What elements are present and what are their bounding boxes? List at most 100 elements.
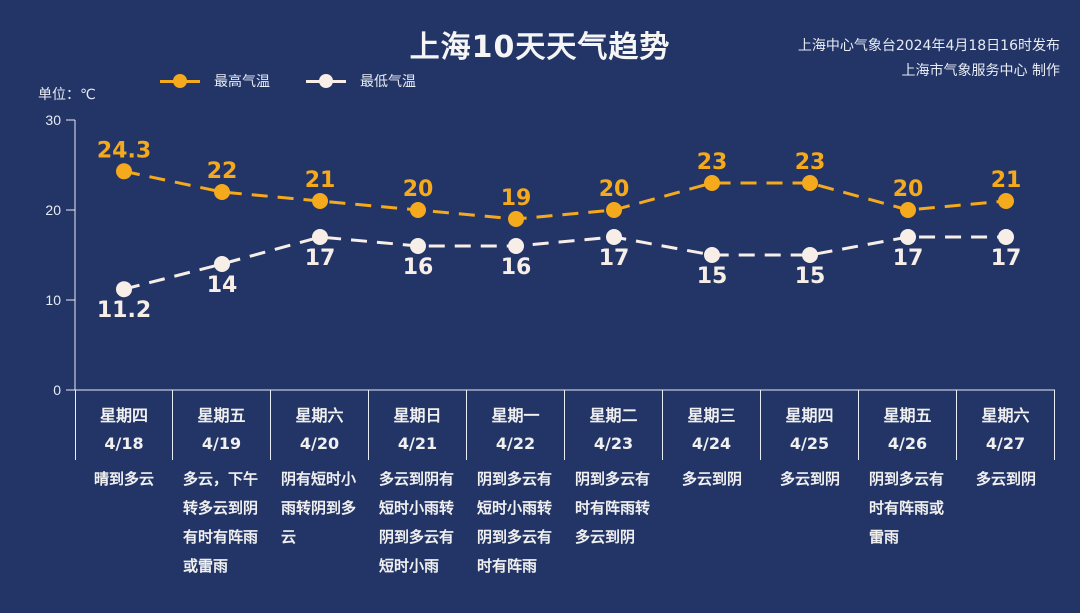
day-header: 星期四 4/25 [761, 390, 859, 460]
unit-label: 单位：℃ [38, 87, 96, 103]
data-point[interactable] [998, 193, 1014, 209]
day-header: 星期日 4/21 [369, 390, 467, 460]
weather-description: 晴到多云 [93, 470, 154, 488]
day-column: 星期四 4/25 多云到阴 [761, 390, 859, 581]
weekday-label: 星期三 [687, 406, 736, 425]
legend-item-low[interactable]: 最低气温 [306, 71, 416, 91]
data-point[interactable] [606, 229, 622, 245]
chart-title: 上海10天天气趋势 [409, 30, 671, 65]
day-header: 星期六 4/20 [271, 390, 369, 460]
data-label: 16 [403, 255, 434, 280]
data-label: 21 [305, 168, 336, 193]
date-label: 4/19 [201, 434, 242, 453]
data-point[interactable] [312, 193, 328, 209]
weather-description: 多云到阴有短时小雨转阴到多云有短时小雨 [379, 470, 455, 575]
day-column: 星期五 4/19 多云，下午转多云到阴有时有阵雨或雷雨 [173, 390, 271, 581]
weekday-label: 星期六 [295, 406, 344, 425]
weekday-label: 星期二 [589, 406, 638, 425]
weekday-label: 星期日 [393, 406, 442, 425]
date-label: 4/26 [887, 434, 928, 453]
date-label: 4/20 [299, 434, 340, 453]
data-label: 21 [991, 168, 1022, 193]
data-point[interactable] [900, 202, 916, 218]
day-header: 星期四 4/18 [75, 390, 173, 460]
data-label: 19 [501, 186, 532, 211]
date-label: 4/23 [593, 434, 634, 453]
data-point[interactable] [606, 202, 622, 218]
weather-description: 阴到多云有短时小雨转阴到多云有时有阵雨 [477, 470, 553, 575]
data-point[interactable] [508, 211, 524, 227]
weather-description: 阴到多云有时有阵雨或雷雨 [869, 470, 945, 546]
weather-description: 多云到阴 [681, 470, 742, 488]
y-tick-label: 0 [53, 382, 61, 398]
producer-line: 上海市气象服务中心 制作 [901, 63, 1060, 79]
data-point[interactable] [410, 238, 426, 254]
data-point[interactable] [704, 247, 720, 263]
data-point[interactable] [312, 229, 328, 245]
data-point[interactable] [704, 175, 720, 191]
legend: 最高气温 最低气温 [160, 70, 452, 92]
data-label: 17 [305, 246, 336, 271]
day-header: 星期二 4/23 [565, 390, 663, 460]
data-label: 22 [207, 159, 238, 184]
weather-description: 多云到阴 [779, 470, 840, 488]
data-label: 14 [207, 273, 238, 298]
data-point[interactable] [116, 281, 132, 298]
date-label: 4/24 [691, 434, 732, 453]
data-point[interactable] [998, 229, 1014, 245]
legend-item-high[interactable]: 最高气温 [160, 71, 270, 91]
date-label: 4/27 [985, 434, 1026, 453]
series-high-temp: 24.3 22 21 20 19 20 23 23 20 21 [97, 138, 1021, 227]
weekday-label: 星期四 [99, 406, 148, 425]
data-point[interactable] [508, 238, 524, 254]
weather-description: 多云到阴 [975, 470, 1036, 488]
data-label: 20 [893, 177, 924, 202]
source-info: 上海中心气象台2024年4月18日16时发布 上海市气象服务中心 制作 [798, 34, 1060, 84]
weather-description: 阴有短时小雨转阴到多云 [281, 470, 357, 546]
data-label: 17 [991, 246, 1022, 271]
date-label: 4/21 [397, 434, 438, 453]
day-header: 星期一 4/22 [467, 390, 565, 460]
data-point[interactable] [214, 256, 230, 272]
series-low-temp: 11.2 14 17 16 16 17 15 15 17 17 [97, 229, 1021, 323]
data-label: 17 [893, 246, 924, 271]
day-header: 星期五 4/26 [859, 390, 957, 460]
y-tick-label: 10 [45, 292, 61, 308]
day-table: 星期四 4/18 晴到多云 星期五 4/19 多云，下午转多云到阴有时有阵雨或雷雨 星期六 4… [75, 390, 1055, 581]
data-label: 11.2 [97, 298, 151, 323]
data-point[interactable] [214, 184, 230, 200]
day-column: 星期三 4/24 多云到阴 [663, 390, 761, 581]
legend-label-low: 最低气温 [360, 74, 416, 90]
date-label: 4/22 [495, 434, 536, 453]
data-point[interactable] [802, 247, 818, 263]
data-label: 23 [795, 150, 826, 175]
data-label: 17 [599, 246, 630, 271]
data-label: 20 [403, 177, 434, 202]
day-column: 星期六 4/20 阴有短时小雨转阴到多云 [271, 390, 369, 581]
day-column: 星期二 4/23 阴到多云有时有阵雨转多云到阴 [565, 390, 663, 581]
y-tick-label: 20 [45, 202, 61, 218]
data-point[interactable] [410, 202, 426, 218]
series-layer: 24.3 22 21 20 19 20 23 23 20 21 11.2 14 17 16 16 17 15 15… [97, 138, 1021, 323]
weather-description: 多云，下午转多云到阴有时有阵雨或雷雨 [183, 470, 259, 575]
low-series-marker-icon [306, 74, 346, 88]
weather-description: 阴到多云有时有阵雨转多云到阴 [575, 470, 651, 546]
y-axis: 0 10 20 30 [45, 112, 1055, 398]
data-label: 20 [599, 177, 630, 202]
data-point[interactable] [116, 163, 132, 180]
weekday-label: 星期六 [981, 406, 1030, 425]
day-column: 星期六 4/27 多云到阴 [957, 390, 1055, 581]
day-header: 星期六 4/27 [957, 390, 1055, 460]
data-point[interactable] [900, 229, 916, 245]
date-label: 4/25 [789, 434, 830, 453]
data-label: 15 [795, 264, 826, 289]
day-column: 星期日 4/21 多云到阴有短时小雨转阴到多云有短时小雨 [369, 390, 467, 581]
data-point[interactable] [802, 175, 818, 191]
day-column: 星期一 4/22 阴到多云有短时小雨转阴到多云有时有阵雨 [467, 390, 565, 581]
data-label: 15 [697, 264, 728, 289]
day-header: 星期三 4/24 [663, 390, 761, 460]
date-label: 4/18 [104, 434, 144, 453]
weekday-label: 星期四 [785, 406, 834, 425]
legend-label-high: 最高气温 [214, 74, 270, 90]
